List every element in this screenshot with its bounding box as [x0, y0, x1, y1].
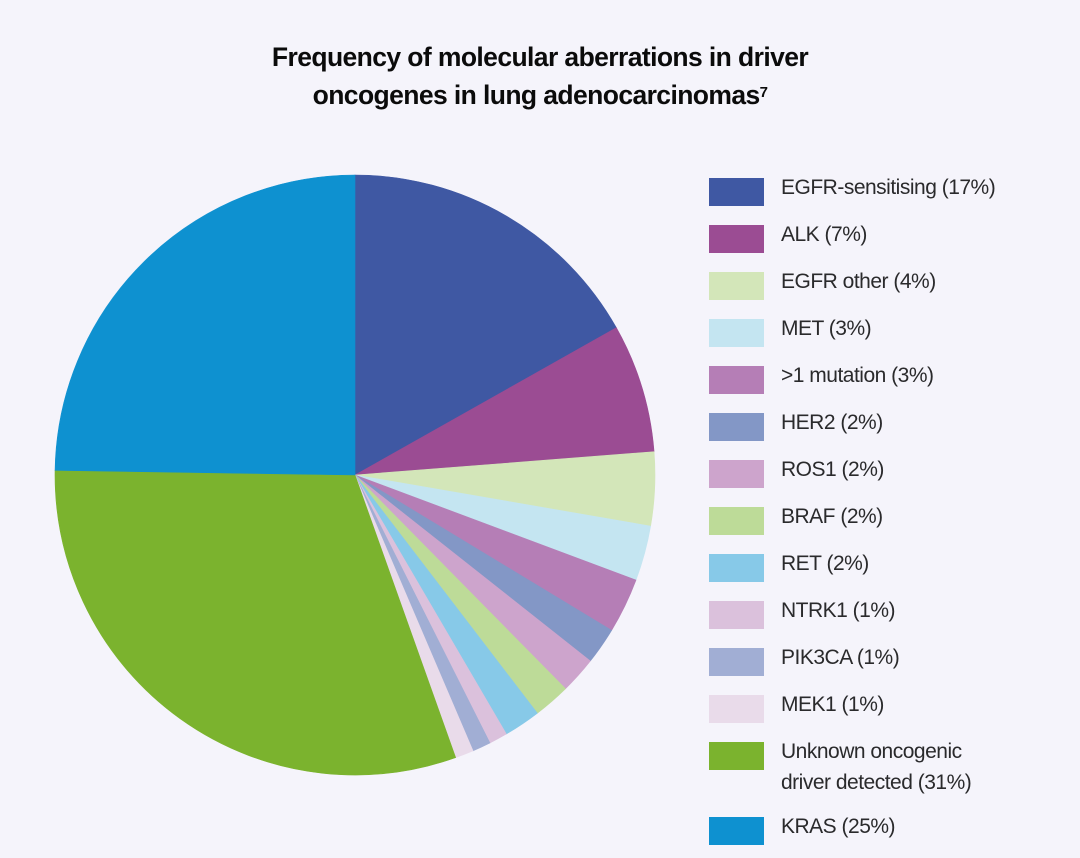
- legend-item: PIK3CA (1%): [709, 642, 1069, 676]
- legend-label: MET (3%): [781, 317, 872, 340]
- chart-title: Frequency of molecular aberrations in dr…: [0, 38, 1080, 114]
- chart-title-line-2: oncogenes in lung adenocarcinomas7: [312, 80, 768, 110]
- legend-item: EGFR-sensitising (17%): [709, 172, 1069, 206]
- legend-swatch: [709, 460, 764, 488]
- legend-item: HER2 (2%): [709, 407, 1069, 441]
- legend-item: RET (2%): [709, 548, 1069, 582]
- legend-swatch: [709, 695, 764, 723]
- legend-label: PIK3CA (1%): [781, 646, 900, 669]
- legend-item: ALK (7%): [709, 219, 1069, 253]
- legend-label: ROS1 (2%): [781, 458, 884, 481]
- pie-slice-unknown-oncogenic-driver-detected: [54, 470, 457, 776]
- chart-title-line-1: Frequency of molecular aberrations in dr…: [271, 42, 809, 72]
- chart-legend: EGFR-sensitising (17%) ALK (7%) EGFR other…: [709, 172, 1069, 858]
- legend-swatch: [709, 817, 764, 845]
- legend-swatch: [709, 648, 764, 676]
- legend-swatch: [709, 178, 764, 206]
- pie-slice-egfr-sensitising: [354, 174, 617, 476]
- citation-superscript: 7: [759, 84, 768, 101]
- legend-label: ALK (7%): [781, 223, 867, 246]
- legend-label: EGFR-sensitising (17%): [781, 176, 996, 199]
- legend-label: RET (2%): [781, 552, 869, 575]
- legend-item: >1 mutation (3%): [709, 360, 1069, 394]
- pie-slice-kras: [54, 174, 356, 476]
- legend-item: Unknown oncogenic driver detected (31%): [709, 736, 1069, 798]
- legend-item: NTRK1 (1%): [709, 595, 1069, 629]
- legend-swatch: [709, 366, 764, 394]
- legend-swatch: [709, 507, 764, 535]
- legend-swatch: [709, 742, 764, 770]
- legend-swatch: [709, 601, 764, 629]
- legend-label: EGFR other (4%): [781, 270, 936, 293]
- legend-label: HER2 (2%): [781, 411, 883, 434]
- legend-item: BRAF (2%): [709, 501, 1069, 535]
- legend-label: BRAF (2%): [781, 505, 883, 528]
- legend-swatch: [709, 413, 764, 441]
- legend-swatch: [709, 225, 764, 253]
- legend-swatch: [709, 319, 764, 347]
- legend-item: ROS1 (2%): [709, 454, 1069, 488]
- pie-chart: [54, 174, 656, 776]
- legend-label: >1 mutation (3%): [781, 364, 934, 387]
- legend-item: MEK1 (1%): [709, 689, 1069, 723]
- legend-label: KRAS (25%): [781, 815, 896, 838]
- legend-swatch: [709, 272, 764, 300]
- legend-item: KRAS (25%): [709, 811, 1069, 845]
- legend-label: MEK1 (1%): [781, 693, 884, 716]
- legend-label: NTRK1 (1%): [781, 599, 896, 622]
- legend-label: Unknown oncogenic driver detected (31%): [781, 740, 972, 794]
- legend-item: EGFR other (4%): [709, 266, 1069, 300]
- pie-slice-alk: [354, 327, 655, 476]
- legend-item: MET (3%): [709, 313, 1069, 347]
- legend-swatch: [709, 554, 764, 582]
